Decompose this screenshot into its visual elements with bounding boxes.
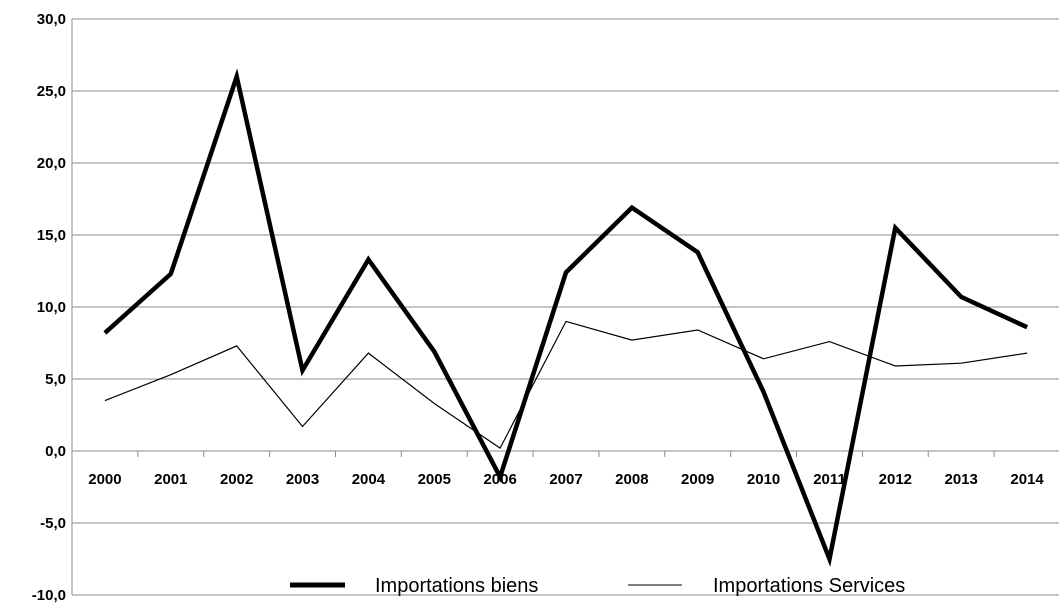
x-tick-label: 2009	[681, 471, 714, 488]
x-tick-label: 2005	[418, 471, 451, 488]
y-tick-label: 20,0	[37, 155, 66, 172]
y-tick-label: 25,0	[37, 83, 66, 100]
x-tick-label: 2011	[813, 471, 846, 488]
x-tick-label: 2014	[1010, 471, 1044, 488]
x-tick-label: 2007	[549, 471, 582, 488]
series-line-importations-biens	[103, 68, 1029, 567]
y-tick-label: 10,0	[37, 299, 66, 316]
x-tick-label: 2010	[747, 471, 780, 488]
x-tick-label: 2001	[154, 471, 187, 488]
x-tick-label: 2004	[352, 471, 386, 488]
x-tick-label: 2013	[945, 471, 978, 488]
y-tick-label: 5,0	[45, 371, 66, 388]
y-tick-label: -5,0	[40, 515, 66, 532]
series-line-importations-services	[104, 320, 1028, 449]
x-tick-label: 2012	[879, 471, 912, 488]
y-tick-label: -10,0	[32, 587, 66, 604]
series-layer	[103, 68, 1029, 567]
y-axis: 30,0 25,0 20,0 15,0 10,0 5,0 0,0 -5,0 -10,0	[32, 11, 73, 604]
gridlines	[72, 18, 1059, 596]
x-tick-label: 2008	[615, 471, 648, 488]
legend-label-importations-biens: Importations biens	[375, 575, 538, 597]
legend: Importations biens Importations Services	[290, 575, 905, 597]
x-tick-label: 2003	[286, 471, 319, 488]
y-tick-label: 0,0	[45, 443, 66, 460]
x-tick-label: 2002	[220, 471, 253, 488]
x-axis: 2000 2001 2002 2003 2004 2005 2006 2007 2008 2009…	[71, 450, 1059, 488]
y-tick-label: 15,0	[37, 227, 66, 244]
y-tick-label: 30,0	[37, 11, 66, 28]
x-tick-label: 2000	[88, 471, 121, 488]
legend-label-importations-services: Importations Services	[713, 575, 905, 597]
